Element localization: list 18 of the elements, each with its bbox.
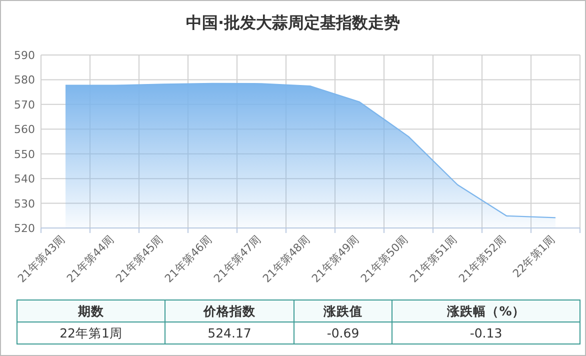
- y-tick-label: 580: [14, 74, 35, 87]
- y-tick-label: 520: [14, 222, 35, 235]
- y-tick-label: 590: [14, 49, 35, 62]
- y-tick-label: 560: [14, 123, 35, 136]
- chart-title: 中国·批发大蒜周定基指数走势: [186, 13, 400, 32]
- text: 涨跌值: [322, 304, 362, 318]
- text: -0.69: [326, 326, 360, 340]
- text: 22年第1周: [60, 326, 122, 340]
- y-tick-label: 550: [14, 148, 35, 161]
- text: -0.13: [470, 326, 502, 340]
- y-tick-label: 570: [14, 98, 35, 112]
- text: 期数: [77, 304, 105, 318]
- text: 524.17: [208, 326, 252, 340]
- x-tick-label: 22年第1周: [510, 232, 558, 280]
- text: 涨跌幅（%）: [446, 304, 525, 318]
- y-tick-label: 530: [14, 197, 35, 210]
- y-tick-label: 540: [14, 172, 35, 186]
- text: 价格指数: [202, 304, 256, 318]
